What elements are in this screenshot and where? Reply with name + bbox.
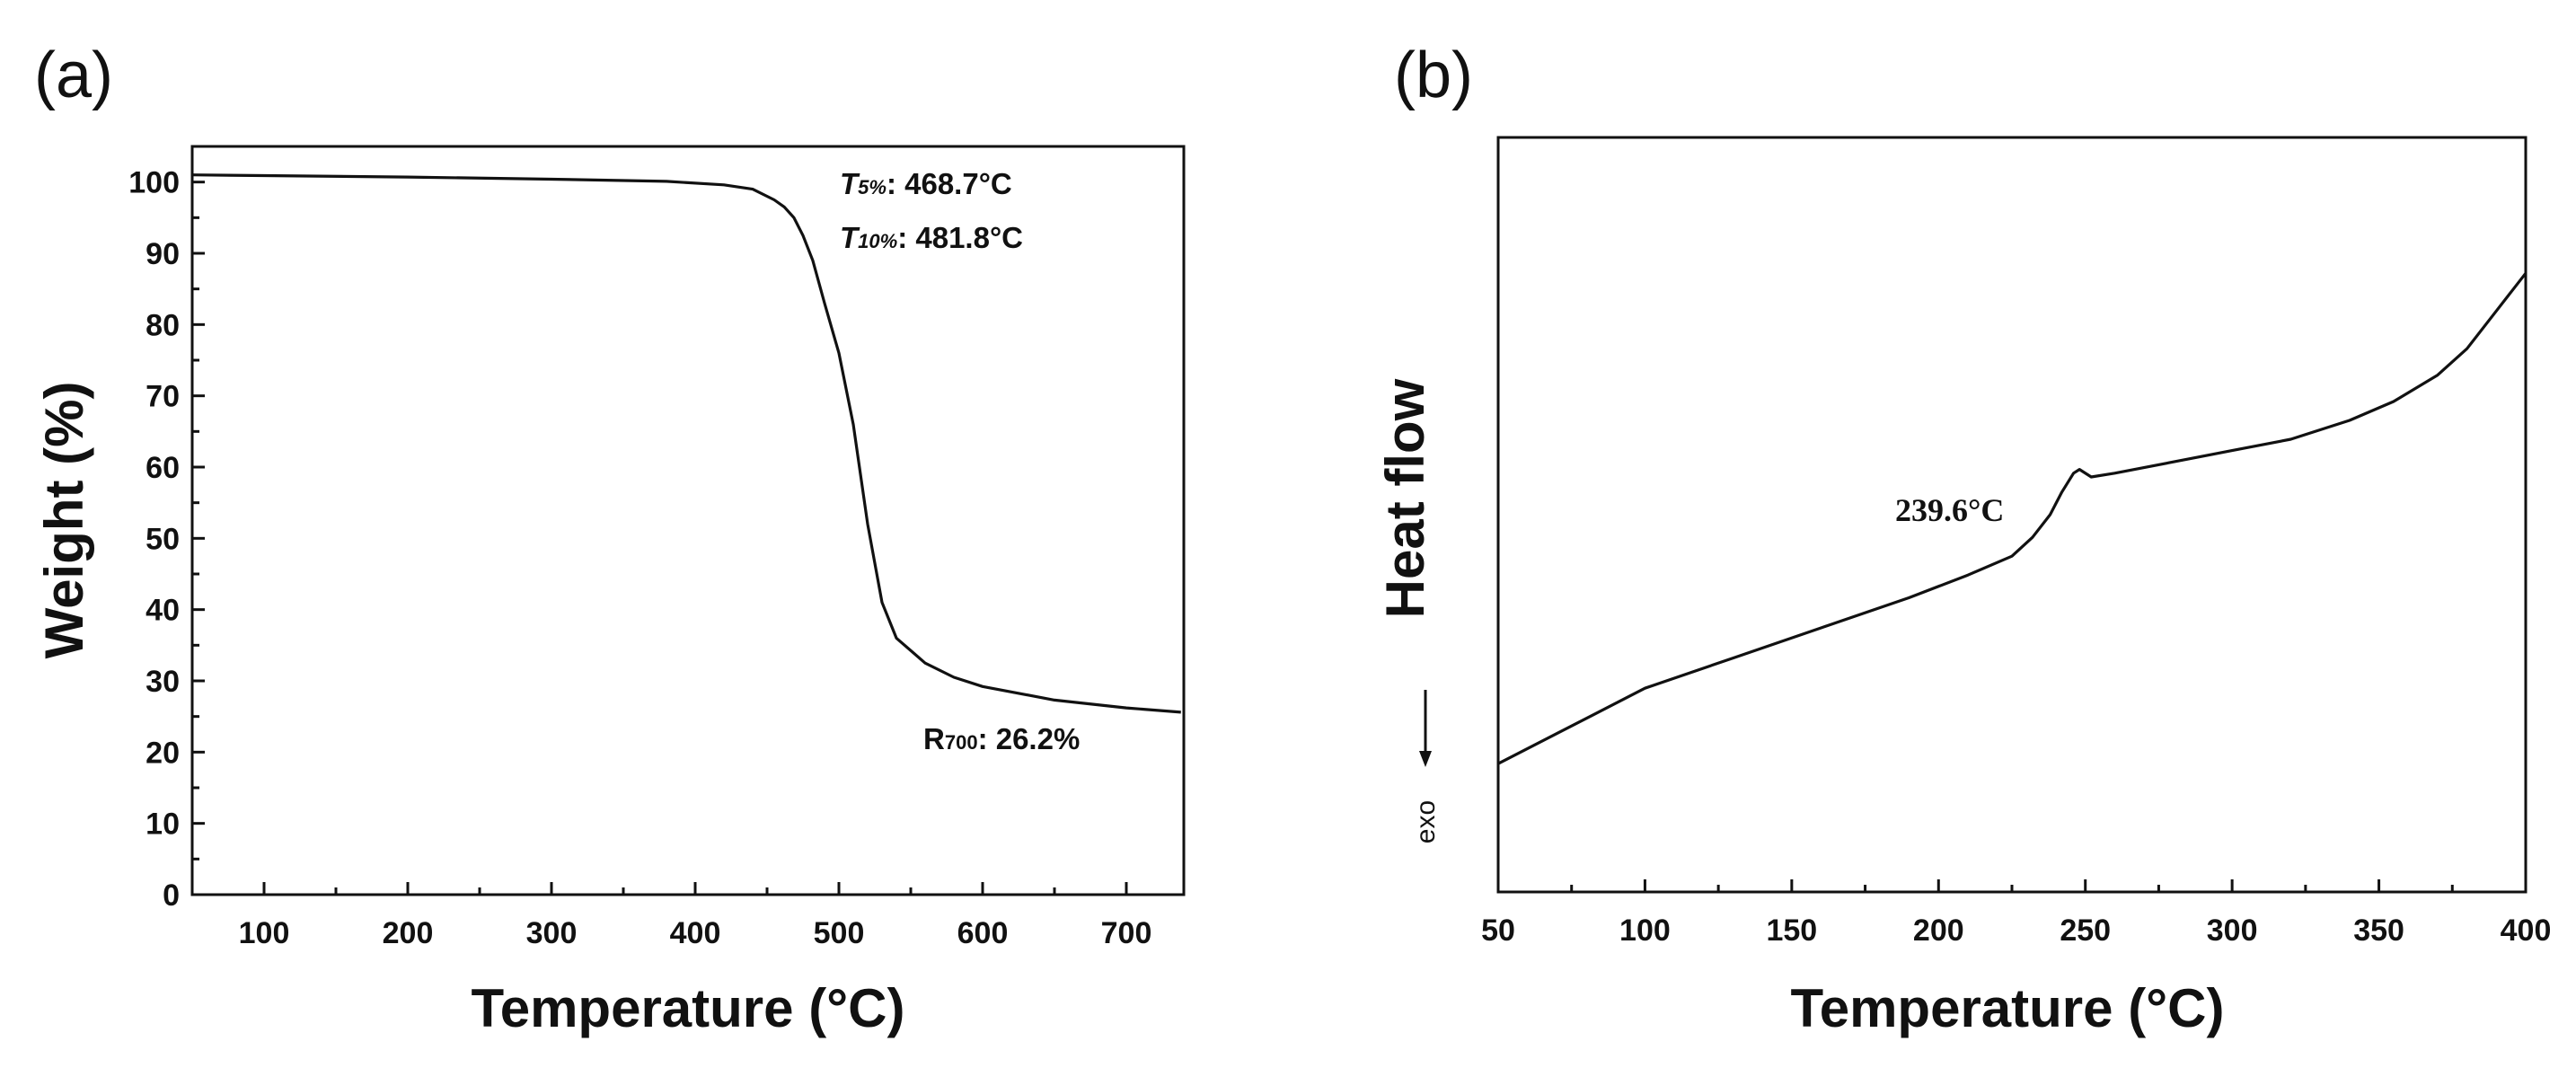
- panel-b-x-tick-label: 50: [1481, 914, 1515, 948]
- panel-a-x-axis-title: Temperature (°C): [472, 978, 905, 1038]
- t5-value: : 468.7°C: [887, 167, 1012, 200]
- panel-a-x-tick-label: 500: [814, 916, 865, 950]
- panel-a-y-tick-label: 60: [146, 451, 180, 485]
- exo-arrow-head: [1419, 751, 1432, 767]
- panel-b-y-axis-title: Heat flow: [1375, 378, 1435, 618]
- panel-b-x-tick-label: 250: [2060, 914, 2111, 948]
- t5-symbol: T: [840, 167, 860, 200]
- panel-b-tick-labels: 50 100 150 200 250 300 350 400: [1481, 914, 2551, 948]
- panel-a-y-tick-label: 40: [146, 594, 180, 628]
- panel-a-y-tick-label: 90: [146, 237, 180, 271]
- panel-b-x-axis-title: Temperature (°C): [1791, 978, 2225, 1038]
- panel-a-y-tick-label: 30: [146, 665, 180, 699]
- panel-a-ticks: [192, 181, 1128, 896]
- panel-b-x-tick-label: 100: [1619, 914, 1671, 948]
- panel-a-y-tick-label: 80: [146, 308, 180, 342]
- panel-a-y-tick-label: 100: [128, 166, 180, 200]
- panel-b-x-tick-label: 300: [2207, 914, 2258, 948]
- exo-indicator: exo: [1411, 690, 1441, 843]
- panel-b-x-tick-label: 350: [2353, 914, 2404, 948]
- panel-b-ticks: [1496, 879, 2527, 892]
- panel-a-y-axis-title: Weight (%): [34, 382, 94, 659]
- panel-b: (b) 50 100 150 200 250 300 350 400 239.6°C Temp…: [1375, 40, 2551, 1038]
- t10-subscript: 10%: [858, 230, 897, 252]
- r700-subscript: 700: [945, 731, 978, 754]
- panel-a-r700-annotation: R700: 26.2%: [923, 722, 1080, 755]
- t10-symbol: T: [840, 221, 860, 254]
- panel-a-t10-annotation: T10%: 481.8°C: [840, 221, 1023, 254]
- panel-a: (a) 100 200 300 400 500 600 700 0 10 20 30 40 50 60 70…: [34, 40, 1186, 1038]
- panel-a-plot-frame: [190, 145, 1186, 896]
- panel-a-y-tick-label: 20: [146, 736, 180, 770]
- panel-b-transition-annotation: 239.6°C: [1895, 492, 2004, 528]
- panel-a-y-tick-label: 0: [163, 878, 180, 913]
- panel-a-y-tick-label: 70: [146, 380, 180, 414]
- panel-b-x-tick-label: 200: [1913, 914, 1964, 948]
- r700-symbol: R: [923, 722, 945, 755]
- panel-a-x-tick-label: 200: [383, 916, 434, 950]
- t10-value: : 481.8°C: [897, 221, 1023, 254]
- panel-a-y-tick-label: 10: [146, 808, 180, 842]
- panel-a-label: (a): [34, 40, 113, 111]
- panel-a-y-tick-label: 50: [146, 522, 180, 556]
- panel-b-label: (b): [1394, 40, 1473, 111]
- exo-label: exo: [1411, 800, 1441, 843]
- panel-a-x-tick-label: 400: [670, 916, 721, 950]
- panel-b-x-tick-label: 400: [2501, 914, 2552, 948]
- t5-subscript: 5%: [858, 176, 887, 199]
- panel-b-x-tick-label: 150: [1766, 914, 1817, 948]
- panel-a-t5-annotation: T5%: 468.7°C: [840, 167, 1012, 200]
- panel-a-tick-labels: 100 200 300 400 500 600 700 0 10 20 30 40 50 60 70 80 90…: [128, 166, 1151, 950]
- panel-a-x-tick-label: 600: [957, 916, 1009, 950]
- panel-b-dsc-curve: [1497, 272, 2527, 765]
- panel-a-x-tick-label: 300: [526, 916, 578, 950]
- panel-a-x-tick-label: 700: [1101, 916, 1152, 950]
- panel-b-plot-frame: [1496, 136, 2527, 894]
- panel-a-x-tick-label: 100: [239, 916, 290, 950]
- r700-value: : 26.2%: [978, 722, 1081, 755]
- panel-a-tga-curve: [191, 173, 1181, 714]
